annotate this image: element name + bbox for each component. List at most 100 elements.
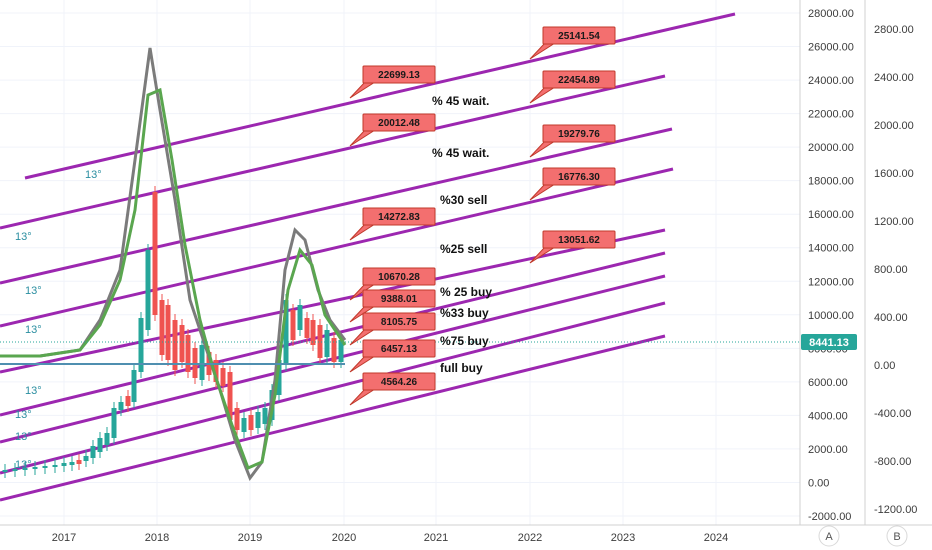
candle-body: [227, 372, 233, 420]
candle-body: [12, 469, 18, 471]
right-tick-label: -800.00: [874, 456, 911, 468]
x-tick-label: 2021: [424, 532, 448, 544]
right-tick-label: 2000.00: [874, 120, 914, 132]
callout-label: 20012.48: [378, 118, 420, 129]
channel-line: [0, 301, 666, 475]
left-tick-label: 10000.00: [808, 310, 854, 322]
candle-body: [262, 408, 268, 424]
price-callout: 16776.30: [529, 167, 616, 201]
callout-label: 22699.13: [378, 70, 420, 81]
candle-body: [255, 412, 261, 428]
candle-body: [276, 360, 282, 395]
candle-body: [248, 415, 254, 430]
left-tick-label: 14000.00: [808, 243, 854, 255]
gray-indicator-line: [0, 47, 347, 482]
candle-body: [213, 360, 219, 382]
candle-body: [159, 300, 165, 355]
price-callout: 22454.89: [529, 70, 616, 104]
right-tick-label: 1200.00: [874, 216, 914, 228]
candle-body: [138, 318, 144, 372]
angle-label: 13°: [25, 324, 42, 336]
auto-scale-button[interactable]: A: [818, 525, 840, 547]
callout-label: 4564.26: [381, 377, 418, 388]
candle-body: [310, 320, 316, 345]
annotation-note: % 25 buy: [440, 285, 492, 299]
x-axis-ticks: 2017 2018 2019 2020 2021 2022 2023 2024: [52, 532, 728, 544]
left-tick-label: 26000.00: [808, 42, 854, 54]
angle-label: 13°: [15, 231, 32, 243]
candle-body: [69, 462, 75, 465]
candle-body: [297, 305, 303, 330]
angle-label: 13°: [25, 385, 42, 397]
right-tick-label: 800.00: [874, 264, 908, 276]
annotation-note: %75 buy: [440, 334, 489, 348]
x-tick-label: 2017: [52, 532, 76, 544]
angle-label: 13°: [15, 459, 32, 471]
x-tick-label: 2024: [704, 532, 728, 544]
x-tick-label: 2022: [518, 532, 542, 544]
channel-line: [0, 74, 666, 230]
angle-labels: 13° 13° 13° 13° 13° 13° 13° 13°: [15, 169, 102, 471]
candle-body: [32, 467, 38, 469]
callout-label: 16776.30: [558, 172, 600, 183]
price-callout: 13051.62: [529, 230, 616, 264]
candle-body: [172, 320, 178, 370]
callout-label: 13051.62: [558, 235, 600, 246]
x-tick-label: 2019: [238, 532, 262, 544]
annotation-note: full buy: [440, 361, 483, 375]
channel-line: [24, 12, 736, 180]
candle-body: [338, 340, 344, 362]
left-axis-ticks: 28000.00 26000.00 24000.00 22000.00 20000.00…: [808, 8, 854, 523]
last-price-tag: 8441.13: [801, 334, 857, 350]
left-tick-label: 2000.00: [808, 444, 848, 456]
candle-body: [317, 325, 323, 358]
price-callout: 22699.13: [349, 65, 436, 99]
callout-label: 25141.54: [558, 31, 600, 42]
candle-body: [241, 418, 247, 432]
candle-body: [152, 192, 158, 315]
right-tick-label: 400.00: [874, 312, 908, 324]
candle-body: [234, 408, 240, 430]
candle-body: [145, 250, 151, 330]
angle-label: 13°: [25, 285, 42, 297]
candle-body: [283, 300, 289, 365]
right-tick-label: 2400.00: [874, 72, 914, 84]
left-tick-label: 28000.00: [808, 8, 854, 20]
price-callout: 25141.54: [529, 26, 616, 60]
left-tick-label: 6000.00: [808, 377, 848, 389]
right-tick-label: 1600.00: [874, 168, 914, 180]
left-tick-label: 22000.00: [808, 109, 854, 121]
x-tick-label: 2018: [145, 532, 169, 544]
left-tick-label: 16000.00: [808, 209, 854, 221]
channel-line: [0, 251, 666, 417]
candle-body: [76, 460, 82, 464]
left-tick-label: 4000.00: [808, 410, 848, 422]
price-callout: 14272.83: [349, 207, 436, 241]
callout-label: 14272.83: [378, 212, 420, 223]
last-price-text: 8441.13: [809, 337, 849, 349]
annotation-note: %25 sell: [440, 242, 487, 256]
candle-body: [97, 438, 103, 452]
candles: [2, 186, 344, 478]
channel-line: [0, 334, 666, 502]
candle-body: [61, 463, 67, 466]
channel-line: [0, 127, 673, 285]
right-tick-label: -1200.00: [874, 504, 917, 516]
candle-body: [179, 325, 185, 362]
angle-label: 13°: [15, 431, 32, 443]
annotation-note: %33 buy: [440, 306, 489, 320]
price-callout: 6457.13: [349, 339, 436, 373]
candle-body: [104, 433, 110, 445]
angle-label: 13°: [85, 169, 102, 181]
left-tick-label: 0.00: [808, 477, 829, 489]
left-tick-label: -2000.00: [808, 511, 851, 523]
b-button[interactable]: B: [886, 525, 908, 547]
right-tick-label: 2800.00: [874, 24, 914, 36]
price-callout: 8105.75: [349, 312, 436, 346]
x-tick-label: 2020: [332, 532, 356, 544]
callouts: 22699.13 20012.48 14272.83 10670.28 9388.01 8…: [349, 26, 616, 406]
candle-body: [125, 396, 131, 406]
candle-body: [42, 466, 48, 468]
annotation-note: % 45 wait.: [432, 94, 489, 108]
